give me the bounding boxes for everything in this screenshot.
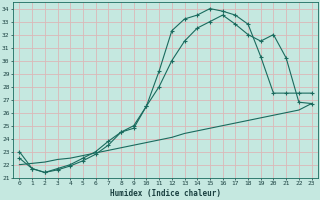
- X-axis label: Humidex (Indice chaleur): Humidex (Indice chaleur): [110, 189, 221, 198]
